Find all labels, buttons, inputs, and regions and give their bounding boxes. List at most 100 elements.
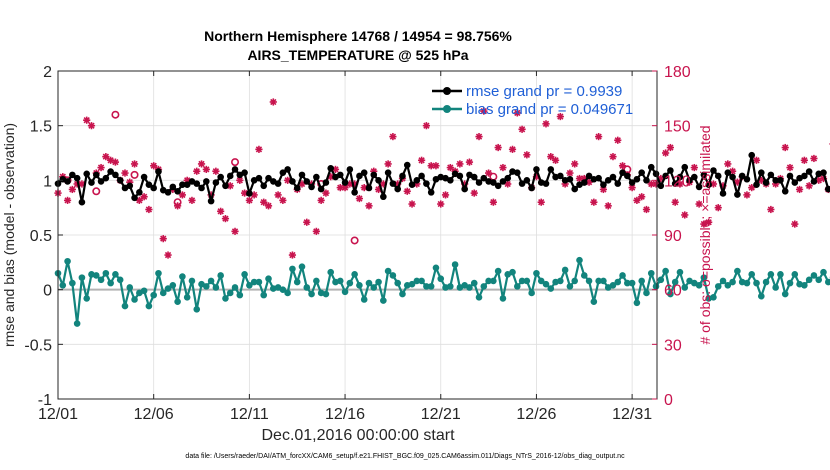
asterisk-stroke [289, 251, 296, 259]
rmse-point [183, 181, 191, 189]
obs-assimilated-marker [150, 162, 158, 170]
bias-point [767, 271, 775, 278]
bias-point [241, 271, 248, 278]
bias-point [801, 281, 808, 289]
obs-assimilated-marker [408, 200, 416, 208]
asterisk-stroke [475, 133, 483, 140]
asterisk-stroke [571, 160, 578, 168]
asterisk-stroke [279, 197, 287, 204]
asterisk-stroke [107, 157, 114, 164]
rmse-point [222, 182, 229, 190]
obs-assimilated-marker [174, 202, 182, 210]
obs-assimilated-marker [231, 227, 239, 235]
bias-point [298, 263, 306, 271]
asterisk-stroke [241, 189, 248, 197]
bias-point [293, 278, 301, 286]
rmse-point [805, 168, 813, 175]
asterisk-stroke [633, 197, 641, 204]
asterisk-stroke [69, 186, 76, 193]
bias-point [250, 278, 258, 286]
obs-assimilated-marker [523, 151, 531, 159]
rmse-point [126, 182, 134, 190]
asterisk-stroke [782, 144, 789, 151]
bias-point [475, 294, 483, 301]
asterisk-stroke [428, 162, 435, 169]
rmse-point [427, 189, 435, 196]
asterisk-stroke [112, 158, 119, 166]
rmse-point [647, 163, 655, 171]
asterisk-stroke [791, 220, 798, 228]
obs-possible-marker [130, 170, 139, 179]
rmse-point [619, 169, 626, 176]
obs-assimilated-marker [475, 133, 483, 141]
rmse-point [820, 169, 827, 176]
rmse-point [777, 177, 784, 184]
rmse-point [116, 177, 124, 184]
obs-assimilated-marker [202, 165, 210, 173]
bias-point [719, 277, 727, 285]
obs-assimilated-marker [618, 162, 627, 170]
obs-assimilated-marker [322, 189, 330, 197]
asterisk-stroke [97, 164, 105, 171]
bias-point [772, 284, 779, 291]
obs-assimilated-marker [499, 163, 507, 172]
y-axis-label-left: rmse and bias (model - observation) [1, 123, 17, 347]
bias-point [614, 278, 622, 286]
asterisk-stroke [418, 157, 425, 164]
rmse-point [767, 171, 775, 179]
bias-point [542, 280, 550, 288]
bias-point [169, 281, 177, 289]
bias-point [255, 278, 263, 286]
obs-possible-marker [231, 158, 240, 167]
rmse-point [313, 173, 320, 181]
asterisk-stroke [78, 180, 86, 188]
bias-point [380, 297, 387, 304]
bias-point [480, 283, 488, 290]
asterisk-stroke [121, 169, 129, 177]
rmse-point [757, 169, 765, 176]
y-tick-label-left: 0.5 [30, 228, 52, 245]
asterisk-stroke [284, 177, 291, 184]
asterisk-stroke [365, 202, 373, 210]
bias-point [791, 271, 799, 278]
rmse-point [667, 167, 674, 174]
bias-point [284, 289, 291, 297]
bias-point [576, 256, 583, 264]
rmse-point [423, 180, 430, 187]
obs-assimilated-marker [456, 160, 464, 168]
rmse-point [781, 187, 789, 195]
rmse-point [810, 178, 818, 185]
obs-assimilated-marker [217, 207, 225, 215]
obs-assimilated-marker [159, 235, 167, 243]
bias-point [533, 269, 540, 277]
obs-assimilated-marker [767, 205, 775, 214]
asterisk-stroke [715, 204, 722, 211]
rmse-point [691, 173, 698, 181]
bias-point [714, 283, 722, 290]
rmse-point [102, 174, 110, 182]
rmse-point [193, 180, 201, 187]
asterisk-stroke [408, 200, 416, 208]
obs-assimilated-marker [197, 160, 206, 168]
y-tick-label-right: 0 [664, 392, 673, 409]
asterisk-stroke [638, 193, 645, 200]
obs-assimilated-marker [68, 185, 76, 194]
asterisk-stroke [432, 162, 440, 169]
y-tick-label-left: -1 [38, 392, 52, 409]
bias-point [322, 290, 330, 298]
asterisk-stroke [495, 144, 502, 151]
asterisk-stroke [380, 180, 387, 188]
rmse-point [643, 177, 650, 184]
y-tick-label-left: -0.5 [24, 337, 52, 354]
asterisk-stroke [557, 113, 564, 120]
x-tick-label: 12/16 [325, 406, 365, 423]
asterisk-stroke [499, 164, 507, 171]
bias-point [566, 283, 574, 290]
asterisk-stroke [136, 197, 143, 204]
obs-assimilated-marker [63, 196, 72, 204]
bias-point [466, 284, 473, 291]
obs-assimilated-marker [513, 109, 521, 117]
bias-point [729, 278, 736, 286]
bias-point [69, 279, 76, 287]
